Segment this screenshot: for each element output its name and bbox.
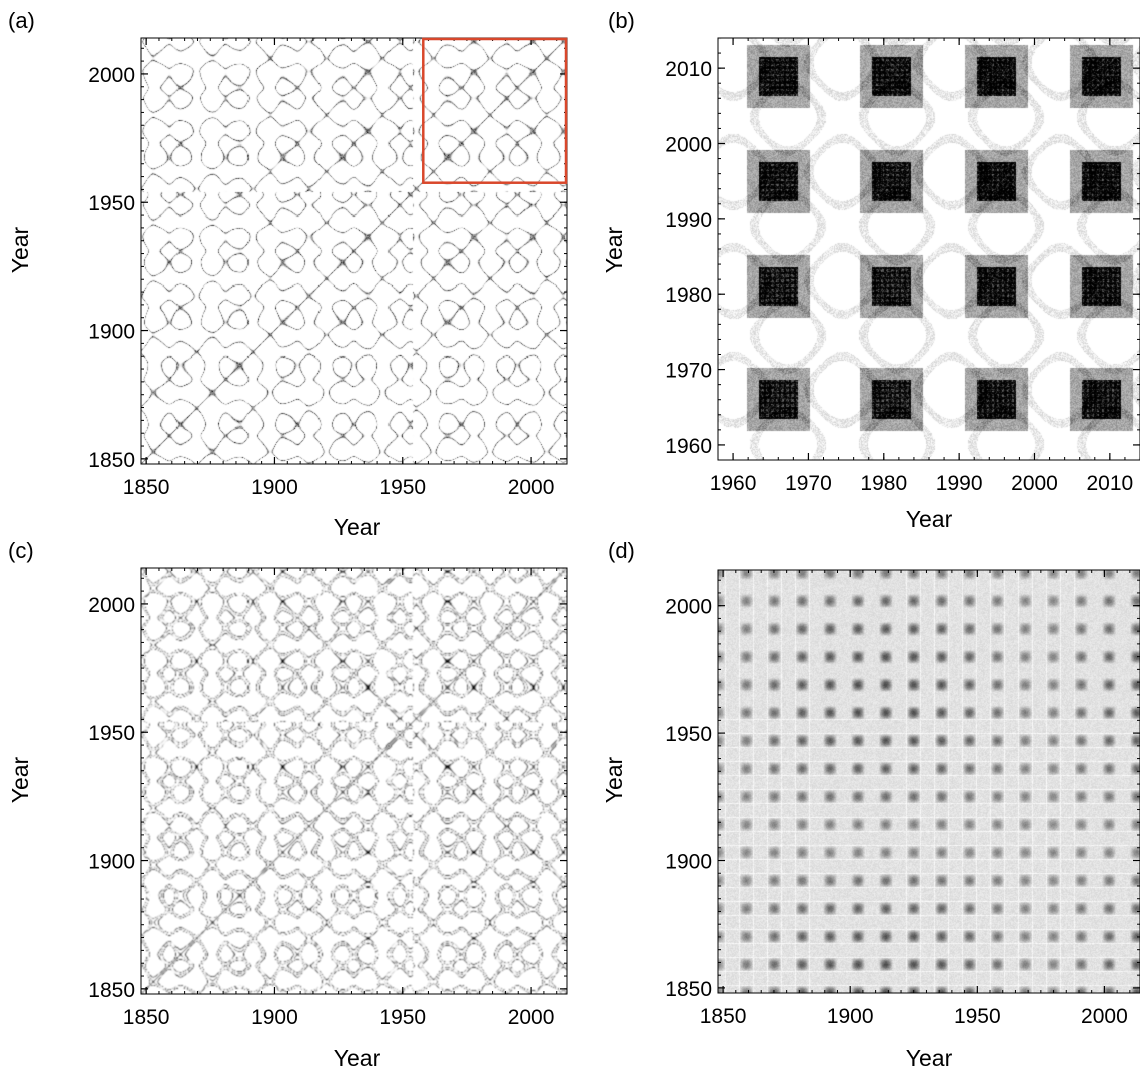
y-axis-title: Year — [601, 226, 627, 273]
x-tick-label: 2000 — [508, 476, 555, 499]
y-tick-label: 1900 — [88, 321, 135, 344]
y-tick-label: 2010 — [665, 58, 712, 81]
y-tick-label: 2000 — [88, 64, 135, 87]
x-tick-label: 1950 — [379, 476, 426, 499]
y-tick-label: 1900 — [88, 851, 135, 874]
heatmap-a — [141, 38, 567, 464]
y-tick-label: 1950 — [88, 722, 135, 745]
x-tick-label: 1850 — [123, 1006, 170, 1029]
y-tick-label: 2000 — [665, 134, 712, 157]
x-axis-title: Year — [334, 1045, 381, 1071]
y-tick-label: 1970 — [665, 360, 712, 383]
y-tick-label: 1850 — [88, 449, 135, 472]
x-tick-label: 1970 — [785, 472, 832, 495]
y-tick-label: 1850 — [665, 978, 712, 1001]
y-tick-label: 1900 — [665, 850, 712, 873]
panel-b: 1960 1970 1980 1990 2000 2010 1960 1970 1980 1990… — [601, 8, 1140, 532]
panel-label: (a) — [8, 8, 35, 33]
panel-a: 1850 1900 1950 2000 1850 1900 1950 2000 Year Year… — [7, 8, 567, 540]
y-tick-label: 1990 — [665, 209, 712, 232]
y-axis-title: Year — [7, 756, 33, 803]
x-tick-label: 1900 — [251, 1006, 298, 1029]
x-tick-label: 1950 — [379, 1006, 426, 1029]
y-tick-label: 1950 — [88, 192, 135, 215]
panel-label: (c) — [8, 538, 34, 563]
x-tick-label: 2010 — [1086, 472, 1133, 495]
x-tick-label: 1990 — [936, 472, 983, 495]
x-tick-label: 1960 — [710, 472, 757, 495]
x-tick-label: 1980 — [860, 472, 907, 495]
x-tick-label: 2000 — [1011, 472, 1058, 495]
y-tick-label: 1960 — [665, 435, 712, 458]
x-tick-label: 1850 — [700, 1005, 747, 1028]
heatmap-c — [141, 568, 567, 994]
y-tick-label: 1850 — [88, 979, 135, 1002]
x-tick-label: 1850 — [123, 476, 170, 499]
y-axis-title: Year — [601, 756, 627, 803]
y-tick-label: 1950 — [665, 723, 712, 746]
panel-c: 1850 1900 1950 2000 1850 1900 1950 2000 Year Year… — [7, 538, 567, 1071]
x-tick-label: 2000 — [1081, 1005, 1128, 1028]
y-axis-title: Year — [7, 226, 33, 273]
x-axis-title: Year — [906, 506, 953, 532]
heatmap-d — [718, 570, 1140, 993]
x-axis-title: Year — [906, 1045, 953, 1071]
panel-label: (b) — [608, 8, 635, 33]
x-tick-label: 1950 — [954, 1005, 1001, 1028]
x-tick-label: 1900 — [827, 1005, 874, 1028]
x-tick-label: 1900 — [251, 476, 298, 499]
y-tick-label: 2000 — [88, 594, 135, 617]
panel-d: 1850 1900 1950 2000 1850 1900 1950 2000 Year Year… — [601, 538, 1140, 1071]
heatmap-b — [718, 38, 1140, 460]
y-tick-label: 1980 — [665, 284, 712, 307]
y-tick-label: 2000 — [665, 596, 712, 619]
x-axis-title: Year — [334, 514, 381, 540]
x-tick-label: 2000 — [508, 1006, 555, 1029]
panel-label: (d) — [608, 538, 635, 563]
